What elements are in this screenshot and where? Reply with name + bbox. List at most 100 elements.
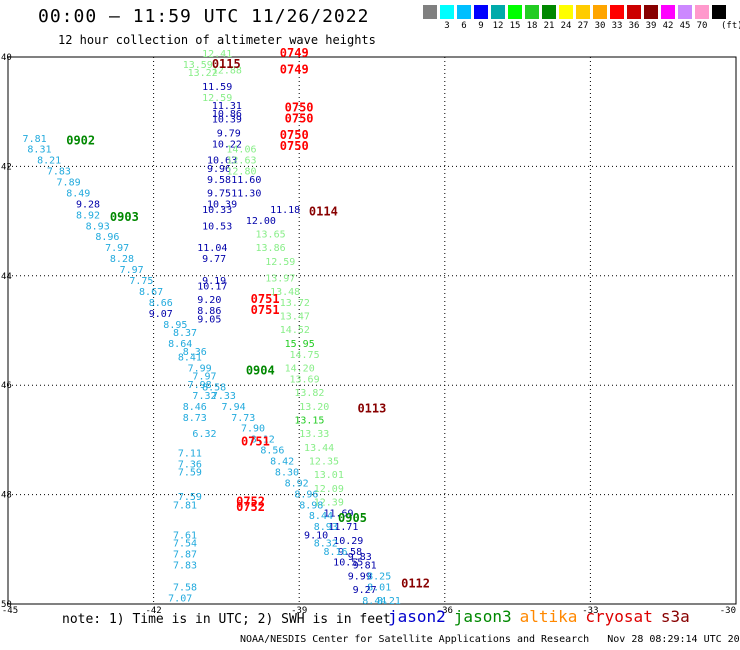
swh-value: 13.69 — [289, 374, 319, 385]
pass-time-label: 0113 — [357, 402, 386, 416]
swh-value: 13.86 — [256, 243, 286, 254]
swh-value: 9.58 — [207, 175, 231, 186]
swh-value: 8.56 — [260, 446, 284, 457]
swh-value: 9.07 — [149, 309, 173, 320]
swh-value: 12.59 — [202, 93, 232, 104]
scale-swatch — [661, 5, 675, 19]
pass-time-label: 0752 — [236, 495, 265, 509]
swh-value: 10.39 — [207, 199, 237, 210]
swh-value: 13.97 — [265, 273, 295, 284]
credit-footer: NOAA/NESDIS Center for Satellite Applica… — [240, 634, 740, 645]
swh-value: 11.59 — [202, 82, 232, 93]
pass-time-label: 0115 — [212, 57, 241, 71]
pass-time-label: 0751 — [251, 292, 280, 306]
swh-value: 9.77 — [202, 254, 226, 265]
swh-value: 11.71 — [328, 522, 358, 533]
swh-value: 11.31 — [212, 101, 242, 112]
swh-value: 7.83 — [47, 167, 71, 178]
pass-time-label: 0751 — [251, 303, 280, 317]
scale-swatch — [644, 5, 658, 19]
legend-jason2: jason2 — [388, 607, 446, 626]
scale-label: 21 — [543, 21, 555, 31]
scale-label: 36 — [628, 21, 640, 31]
map-frame — [7, 56, 737, 605]
swh-value: 12.39 — [314, 498, 344, 509]
lat-tick-label: 46 — [1, 381, 12, 391]
swh-value: 15.95 — [285, 339, 315, 350]
swh-value: 11.60 — [231, 175, 261, 186]
legend-cryosat: cryosat — [585, 607, 653, 626]
scale-label: 70 — [696, 21, 708, 31]
swh-value: 10.53 — [202, 221, 232, 232]
swh-value: 7.59 — [178, 492, 202, 503]
scale-label: 30 — [594, 21, 606, 31]
lon-tick-label: -39 — [291, 606, 307, 616]
scale-unit: (ft) — [721, 21, 740, 31]
swh-value: 13.48 — [270, 287, 300, 298]
swh-value: 8.93 — [86, 221, 110, 232]
swh-value: 11.69 — [323, 508, 353, 519]
swh-value: 9.10 — [304, 530, 328, 541]
swh-value: 8.73 — [183, 413, 207, 424]
legend-s3a: s3a — [660, 607, 690, 626]
swh-value: 7.07 — [168, 593, 192, 604]
swh-value: 9.81 — [353, 560, 377, 571]
swh-value: 11.30 — [231, 188, 261, 199]
scale-swatch — [491, 5, 505, 19]
swh-value: 13.20 — [299, 402, 329, 413]
lat-tick-label: 50 — [1, 600, 12, 610]
swh-value: 13.59 — [183, 60, 213, 71]
pass-time-label: 0750 — [280, 139, 309, 153]
swh-value: 8.32 — [314, 539, 338, 550]
swh-value: 8.28 — [110, 254, 134, 265]
scale-swatch — [610, 5, 624, 19]
swh-value: 7.54 — [173, 539, 197, 550]
lon-tick-label: -42 — [145, 606, 161, 616]
scale-label: 9 — [478, 21, 484, 31]
swh-value: 13.82 — [294, 388, 324, 399]
swh-value: 10.39 — [212, 115, 242, 126]
scale-label: 33 — [611, 21, 623, 31]
swh-value: 8.67 — [139, 287, 163, 298]
swh-value: 12.88 — [212, 65, 242, 76]
pass-time-label: 0905 — [338, 511, 367, 525]
map-subtitle: 12 hour collection of altimeter wave hei… — [58, 33, 376, 47]
pass-time-label: 0750 — [285, 112, 314, 126]
pass-time-label: 0749 — [280, 62, 309, 76]
swh-value: 8.92 — [285, 478, 309, 489]
pass-time-label: 0751 — [241, 434, 270, 448]
swh-value: 7.75 — [129, 276, 153, 287]
swh-value: 10.63 — [207, 156, 237, 167]
swh-value: 9.75 — [207, 188, 231, 199]
swh-value: 9.58 — [338, 547, 362, 558]
scale-swatch — [695, 5, 709, 19]
lon-tick-label: -33 — [582, 606, 598, 616]
swh-value: 12.80 — [226, 167, 256, 178]
pass-time-label: 0903 — [110, 210, 139, 224]
swh-value: 7.81 — [173, 500, 197, 511]
swh-value: 11.18 — [270, 205, 300, 216]
scale-label: 39 — [645, 21, 657, 31]
swh-value: 14.20 — [285, 364, 315, 375]
scale-label: 3 — [444, 21, 450, 31]
lat-tick-label: 48 — [1, 491, 12, 501]
swh-value: 10.29 — [333, 536, 363, 547]
swh-value: 13.44 — [304, 443, 334, 454]
scale-swatch — [678, 5, 692, 19]
lon-tick-label: -30 — [720, 606, 736, 616]
swh-value: 13.72 — [280, 298, 310, 309]
scale-label: 42 — [662, 21, 674, 31]
swh-value: 7.11 — [178, 448, 202, 459]
swh-value: 13.33 — [299, 429, 329, 440]
swh-value: 10.17 — [197, 281, 227, 292]
map-title: 00:00 — 11:59 UTC 11/26/2022 — [38, 6, 370, 27]
swh-value: 8.41 — [178, 353, 202, 364]
swh-value: 13.22 — [188, 68, 218, 79]
swh-value: 8.12 — [251, 435, 275, 446]
lat-tick-label: 42 — [1, 162, 12, 172]
scale-swatch — [627, 5, 641, 19]
lat-tick-label: 44 — [1, 272, 12, 282]
swh-value: 11.04 — [197, 243, 227, 254]
swh-value: 14.52 — [280, 325, 310, 336]
